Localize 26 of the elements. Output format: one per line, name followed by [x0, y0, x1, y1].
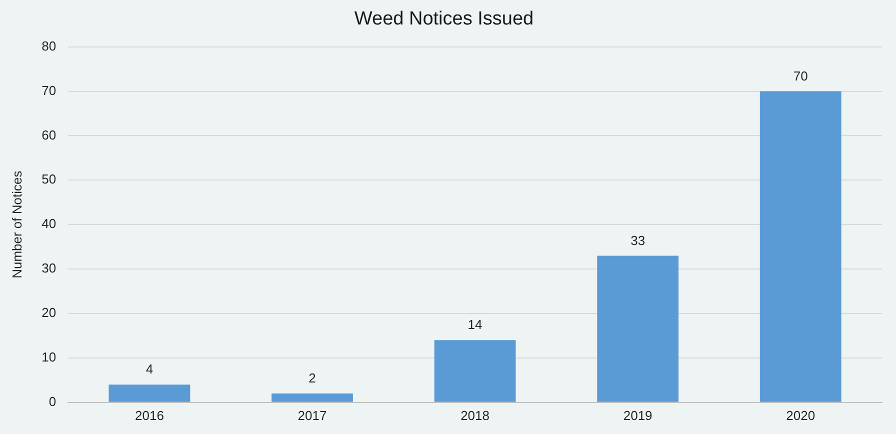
data-label: 33: [630, 232, 646, 248]
y-tick-label: 40: [42, 216, 56, 232]
bar: [108, 384, 190, 402]
data-label: 70: [793, 68, 808, 84]
data-label: 2: [308, 370, 316, 386]
bar: [272, 394, 353, 402]
y-tick-label: 60: [42, 127, 56, 142]
x-tick-label: 2017: [298, 408, 327, 423]
bar: [597, 256, 679, 402]
x-tick-label: 2016: [134, 408, 164, 423]
y-tick-label: 70: [42, 82, 56, 98]
y-tick-label: 80: [42, 38, 56, 54]
bar: [760, 91, 842, 402]
bar: [434, 340, 516, 402]
y-tick-label: 10: [42, 350, 56, 365]
y-tick-label: 20: [42, 305, 56, 320]
y-tick-label: 30: [42, 260, 56, 276]
y-tick-label: 0: [48, 394, 56, 409]
x-tick-label: 2020: [786, 408, 816, 423]
data-label: 14: [468, 317, 482, 332]
x-tick-label: 2019: [623, 408, 652, 423]
data-label: 4: [146, 362, 154, 377]
chart-title: Weed Notices Issued: [354, 8, 534, 30]
y-tick-label: 50: [42, 172, 56, 187]
x-tick-label: 2018: [460, 408, 490, 423]
y-axis-title: Number of Notices: [9, 170, 24, 278]
